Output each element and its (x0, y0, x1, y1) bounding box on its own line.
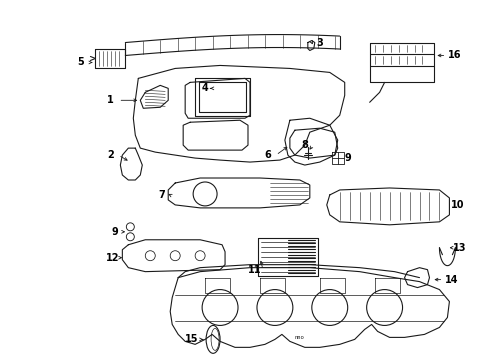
Text: 10: 10 (451, 200, 464, 210)
Text: 2: 2 (107, 150, 114, 160)
Text: 15: 15 (185, 334, 199, 345)
Text: 9: 9 (112, 227, 119, 237)
Text: 9: 9 (344, 153, 351, 163)
Text: 16: 16 (448, 50, 461, 60)
Text: 14: 14 (444, 275, 458, 285)
Text: 8: 8 (301, 140, 308, 150)
Text: 3: 3 (317, 37, 323, 48)
Text: 6: 6 (265, 150, 271, 160)
Text: 11: 11 (248, 265, 262, 275)
Text: 12: 12 (106, 253, 119, 263)
Text: 4: 4 (202, 84, 208, 93)
Text: 5: 5 (77, 58, 84, 67)
Text: nno: nno (295, 335, 305, 340)
Text: 7: 7 (159, 190, 166, 200)
Text: 1: 1 (107, 95, 114, 105)
Text: 13: 13 (453, 243, 466, 253)
